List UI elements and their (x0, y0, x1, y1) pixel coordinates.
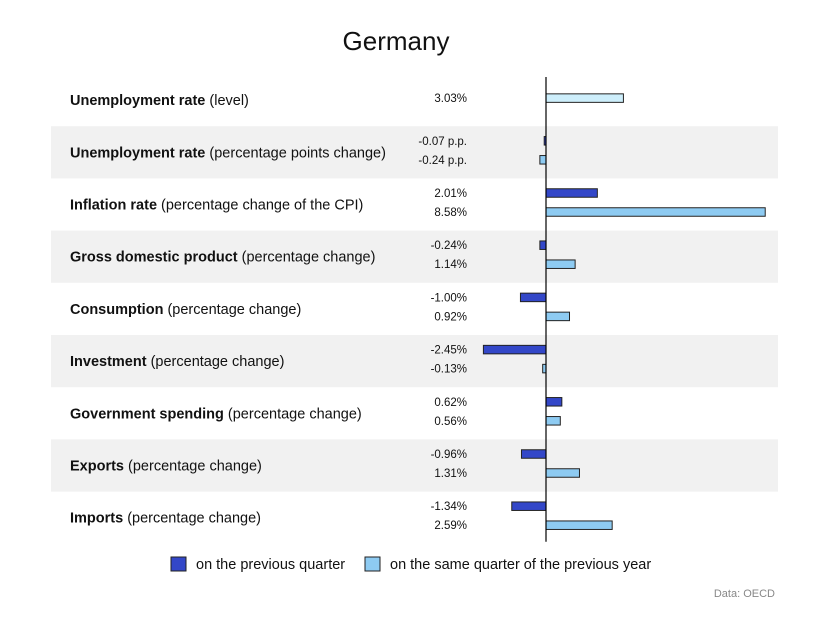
value-label: -0.24 p.p. (418, 155, 467, 167)
value-label: 0.56% (434, 416, 467, 428)
row-label: Gross domestic product (percentage chang… (70, 250, 375, 266)
bar-previous-quarter (520, 449, 547, 459)
source-note: Data: OECD (714, 588, 775, 600)
indicator-detail: (percentage change) (163, 302, 301, 318)
value-label: -0.96% (431, 449, 467, 461)
row-label: Inflation rate (percentage change of the… (70, 198, 363, 214)
value-label: -0.13% (431, 364, 467, 376)
indicator-row: Government spending (percentage change) 0… (70, 397, 563, 428)
indicator-row: Unemployment rate (level) 3.03% (70, 93, 624, 109)
value-label: 3.03% (434, 93, 467, 105)
value-label: -1.00% (431, 292, 467, 304)
indicator-detail: (percentage change) (238, 250, 376, 266)
indicator-detail: (percentage change) (124, 459, 262, 475)
indicator-name: Inflation rate (70, 198, 157, 214)
value-label: 0.62% (434, 397, 467, 409)
value-label: 0.92% (434, 311, 467, 323)
row-label: Consumption (percentage change) (70, 302, 301, 318)
indicator-name: Government spending (70, 406, 224, 422)
bar-same-quarter-previous-year (539, 155, 547, 165)
legend-label: on the previous quarter (196, 557, 345, 573)
bar-previous-quarter (519, 292, 547, 303)
value-label: -0.07 p.p. (418, 136, 467, 148)
indicator-detail: (percentage change) (123, 511, 261, 527)
indicator-name: Unemployment rate (70, 145, 205, 161)
indicator-name: Investment (70, 354, 147, 370)
indicator-name: Imports (70, 511, 123, 527)
value-label: -1.34% (431, 501, 467, 513)
chart-rows: Unemployment rate (level) 3.03%Unemployme… (70, 93, 766, 532)
indicator-detail: (percentage change) (224, 406, 362, 422)
row-band (51, 335, 778, 388)
row-label: Unemployment rate (level) (70, 93, 249, 109)
bar-same-quarter-previous-year (545, 207, 766, 217)
value-label: -2.45% (431, 345, 467, 357)
legend-swatch-previous-quarter (170, 556, 187, 572)
value-label: 1.31% (434, 468, 467, 480)
bar-previous-quarter (545, 188, 598, 198)
bar-previous-quarter (482, 344, 547, 355)
bar-previous-quarter (545, 397, 563, 407)
indicator-row: Investment (percentage change) -2.45% -0.1… (70, 344, 547, 376)
value-label: -0.24% (431, 240, 467, 252)
row-label: Government spending (percentage change) (70, 406, 362, 422)
indicator-row: Exports (percentage change) -0.96% 1.31% (70, 449, 580, 480)
row-band (51, 439, 778, 492)
indicator-detail: (percentage change) (147, 354, 285, 370)
bar-previous-quarter (539, 240, 547, 250)
value-label: 8.58% (434, 207, 467, 219)
indicator-detail: (percentage change of the CPI) (157, 198, 363, 214)
bar-previous-quarter (511, 501, 547, 511)
value-label: 2.01% (434, 188, 467, 200)
indicator-name: Exports (70, 459, 124, 475)
indicator-row: Imports (percentage change) -1.34% 2.59% (70, 501, 613, 532)
row-label: Exports (percentage change) (70, 459, 262, 475)
bar-level (545, 93, 624, 103)
bar-same-quarter-previous-year (545, 520, 613, 530)
indicator-name: Gross domestic product (70, 250, 238, 266)
indicator-row: Consumption (percentage change) -1.00% 0.9… (70, 292, 571, 323)
row-bands (51, 126, 778, 492)
legend-swatch-same-quarter-previous-year (364, 556, 381, 572)
bar-same-quarter-previous-year (545, 416, 561, 426)
chart-title: Germany (343, 26, 450, 56)
row-label: Imports (percentage change) (70, 511, 261, 527)
legend: on the previous quarter on the same quart… (170, 556, 651, 573)
bar-same-quarter-previous-year (545, 468, 580, 478)
bar-same-quarter-previous-year (545, 259, 576, 269)
indicator-name: Unemployment rate (70, 93, 205, 109)
value-label: 1.14% (434, 259, 467, 271)
row-band (51, 230, 778, 283)
row-label: Unemployment rate (percentage points cha… (70, 145, 386, 161)
indicator-row: Gross domestic product (percentage chang… (70, 240, 576, 271)
row-label: Investment (percentage change) (70, 354, 284, 370)
indicator-name: Consumption (70, 302, 163, 318)
indicator-detail: (level) (205, 93, 249, 109)
legend-label: on the same quarter of the previous year (390, 557, 651, 573)
indicator-row: Inflation rate (percentage change of the… (70, 188, 766, 219)
indicator-detail: (percentage points change) (205, 145, 386, 161)
row-band (51, 126, 778, 179)
bar-same-quarter-previous-year (545, 311, 571, 322)
value-label: 2.59% (434, 520, 467, 532)
